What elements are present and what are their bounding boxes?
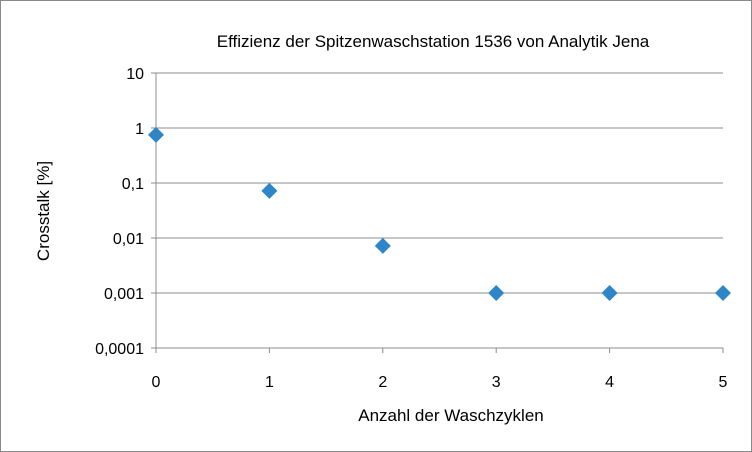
x-tick-label: 4 xyxy=(605,374,614,391)
data-point xyxy=(601,285,618,301)
y-tick-labels: 0,0001 0,001 0,01 0,1 1 10 xyxy=(95,66,144,358)
y-axis-title: Crosstalk [%] xyxy=(34,161,53,261)
grid-lines xyxy=(156,72,723,294)
y-tick-label: 0,0001 xyxy=(95,341,144,358)
y-tick-label: 0,01 xyxy=(113,231,144,248)
chart-title: Effizienz der Spitzenwaschstation 1536 v… xyxy=(217,32,650,51)
x-tick-label: 0 xyxy=(152,374,161,391)
data-point xyxy=(261,182,278,199)
y-tick-label: 0,1 xyxy=(122,176,144,193)
x-tick-label: 2 xyxy=(378,374,387,391)
data-point xyxy=(374,237,391,254)
axes xyxy=(151,72,724,353)
y-tick-label: 1 xyxy=(135,121,144,138)
x-axis-title: Anzahl der Waschzyklen xyxy=(358,406,544,425)
x-tick-label: 3 xyxy=(492,374,501,391)
x-tick-labels: 0 1 2 3 4 5 xyxy=(152,374,728,391)
data-points xyxy=(148,126,731,301)
y-tick-label: 0,001 xyxy=(104,286,144,303)
x-tick-label: 1 xyxy=(265,374,274,391)
data-point xyxy=(148,126,164,143)
y-tick-label: 10 xyxy=(126,66,144,83)
data-point xyxy=(488,285,505,301)
data-point xyxy=(715,285,731,301)
x-tick-label: 5 xyxy=(719,374,728,391)
